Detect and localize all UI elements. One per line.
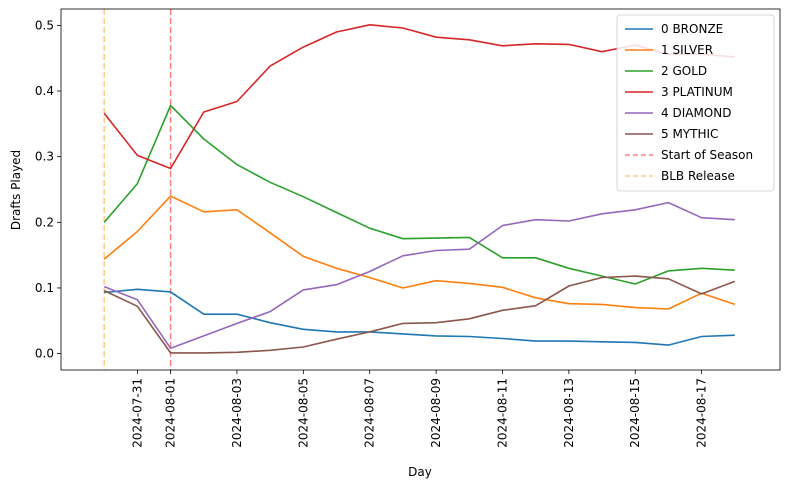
x-tick-label: 2024-08-05 [296, 378, 310, 448]
series-line [103, 195, 736, 310]
series-line [104, 288, 735, 346]
y-axis-title: Drafts Played [9, 150, 23, 230]
x-tick-label: 2024-08-01 [164, 378, 178, 448]
legend-label: 0 BRONZE [661, 22, 723, 36]
legend-label: 4 DIAMOND [661, 106, 731, 120]
legend-label: 5 MYTHIC [661, 127, 718, 141]
y-tick-label: 0.0 [35, 347, 54, 361]
x-tick-label: 2024-08-07 [363, 378, 377, 448]
legend-box [616, 14, 775, 192]
x-axis-title: Day [408, 465, 432, 479]
legend-label: BLB Release [661, 169, 735, 183]
plot-frame [60, 8, 781, 371]
series-line [103, 104, 735, 285]
legend-label: 2 GOLD [661, 64, 707, 78]
y-tick-label: 0.4 [35, 84, 54, 98]
y-tick-label: 0.3 [35, 150, 54, 164]
legend-label: Start of Season [661, 148, 753, 162]
x-tick-label: 2024-08-17 [695, 378, 709, 448]
x-tick-label: 2024-08-09 [429, 378, 443, 448]
x-tick-label: 2024-08-15 [628, 378, 642, 448]
x-axis: 2024-07-31 2024-08-01 2024-08-03 2024-08-05… [130, 370, 709, 448]
y-tick-label: 0.5 [35, 18, 54, 32]
x-tick-label: 2024-07-31 [130, 378, 144, 448]
legend: 0 BRONZE 1 SILVER 2 GOLD 3 PLATINUM 4 DIAMON… [616, 14, 775, 192]
x-tick-label: 2024-08-13 [562, 378, 576, 448]
legend-label: 3 PLATINUM [661, 85, 733, 99]
x-tick-label: 2024-08-11 [495, 378, 509, 448]
series-line [103, 201, 735, 350]
x-tick-label: 2024-08-03 [230, 378, 244, 448]
y-tick-label: 0.1 [35, 281, 54, 295]
legend-label: 1 SILVER [661, 43, 713, 57]
y-axis: 0.0 0.1 0.2 0.3 0.4 0.5 [35, 18, 61, 361]
y-tick-label: 0.2 [35, 215, 54, 229]
reference-lines [103, 9, 172, 370]
series-lines [103, 23, 736, 354]
series-line [103, 275, 736, 354]
